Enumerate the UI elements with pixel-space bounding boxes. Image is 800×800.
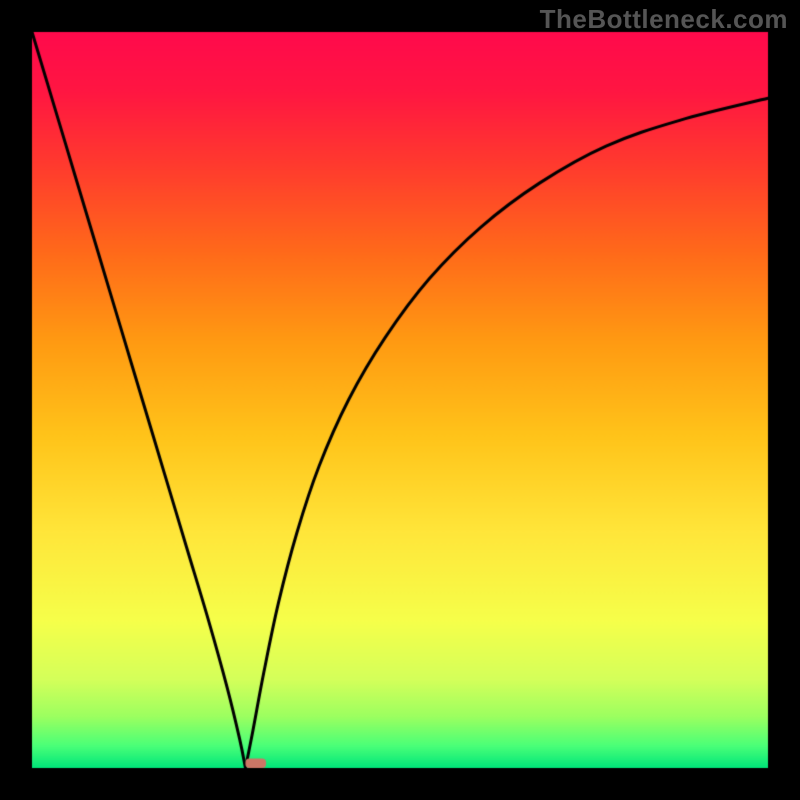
- bottleneck-chart-canvas: [0, 0, 800, 800]
- watermark-text: TheBottleneck.com: [540, 4, 788, 35]
- chart-stage: TheBottleneck.com: [0, 0, 800, 800]
